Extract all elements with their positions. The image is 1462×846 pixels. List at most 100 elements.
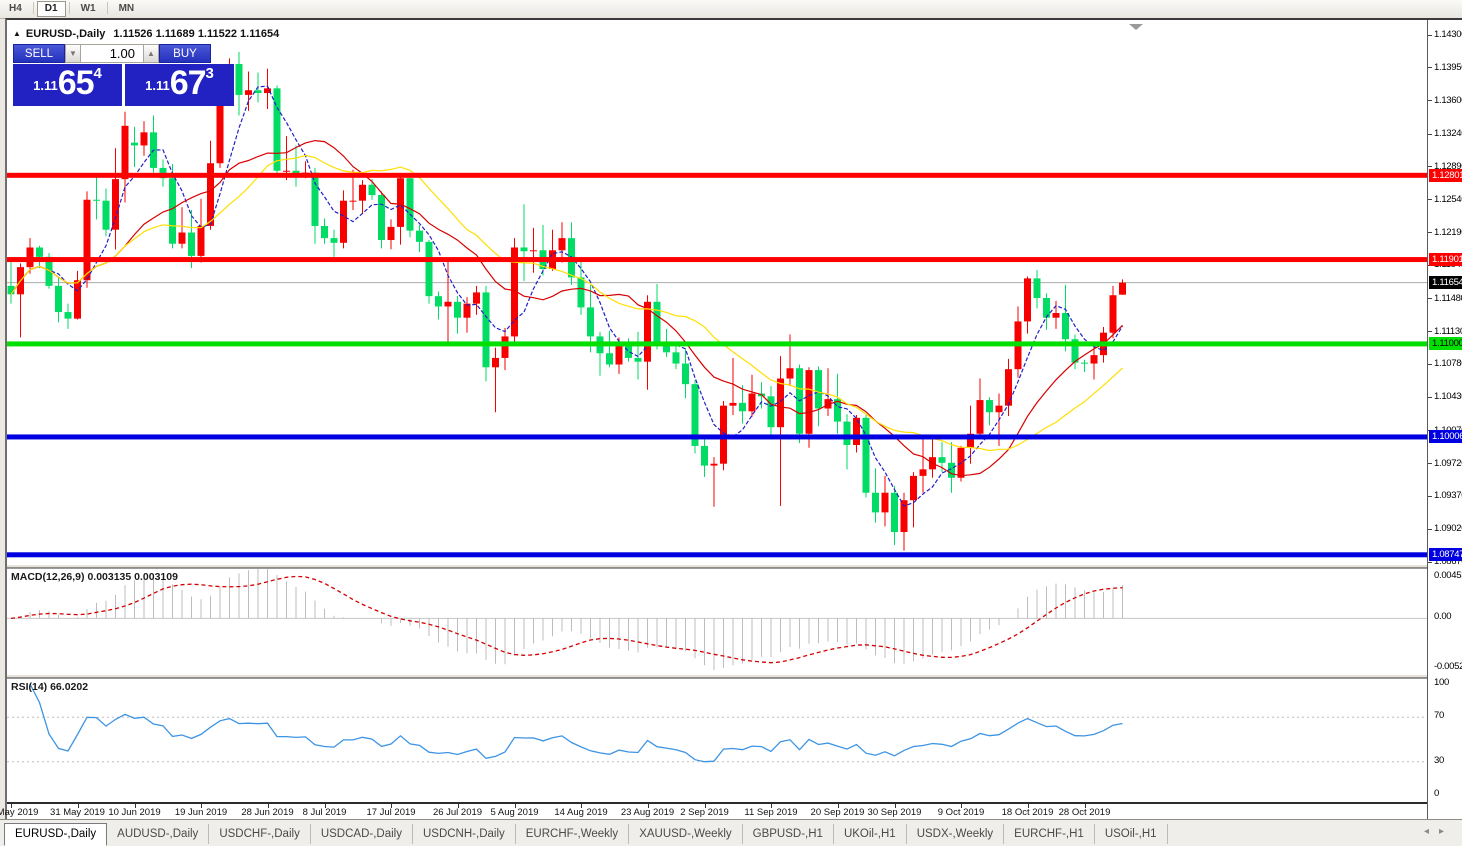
sell-price-sup: 4 [93,65,102,82]
tab-usdx-weekly[interactable]: USDX-,Weekly [907,824,1005,844]
macd-chart-svg[interactable] [7,569,1427,675]
date-tick-mark [11,804,12,808]
date-tick-label: 11 Sep 2019 [744,807,798,818]
level-price-label: 1.08747 [1429,548,1462,562]
macd-signal-line [10,575,1123,664]
tab-usdcnh-daily[interactable]: USDCNH-,Daily [413,824,516,844]
price-tick-mark [1428,463,1432,465]
moving-average-line-5 [10,85,1124,507]
price-tick-label: 1.14300 [1434,29,1462,40]
price-tick-label: 1.13950 [1434,61,1462,73]
rsi-pane[interactable]: RSI(14) 66.0202 [7,678,1427,800]
macd-histogram [20,569,1123,671]
date-tick-mark [514,804,516,808]
macd-axis-label: 0.00 [1434,611,1452,623]
date-tick-label: 19 Jun 2019 [174,807,228,818]
price-tick-label: 1.13600 [1434,94,1462,106]
date-tick-mark [457,804,459,808]
timeframe-button-mn[interactable]: MN [118,3,135,14]
tab-eurusd-daily[interactable]: EURUSD-,Daily [4,823,108,846]
date-tick-mark [961,804,962,808]
date-tick-label: 17 Jul 2019 [366,807,416,818]
date-tick-label: 28 Oct 2019 [1058,807,1111,818]
level-price-label: 1.10006 [1429,430,1462,444]
chart-shift-marker-icon [1129,24,1143,30]
price-tick-mark [1428,495,1432,497]
tab-gbpusd-h1[interactable]: GBPUSD-,H1 [743,824,834,844]
date-tick-label: 20 Sep 2019 [810,807,865,818]
date-tick-mark [894,804,896,808]
buy-price-prefix: 1.11 [145,78,170,93]
price-tick-mark [1428,166,1432,168]
candlestick-chart-svg[interactable] [7,22,1427,564]
moving-average-line-13 [10,139,1123,477]
tab-xauusd-weekly[interactable]: XAUUSD-,Weekly [629,824,743,844]
level-price-label: 1.11000 [1429,337,1462,351]
tab-ukoil-h1[interactable]: UKOil-,H1 [834,824,907,844]
date-tick-label: 8 Jul 2019 [302,807,347,818]
sell-price-prefix: 1.11 [33,78,58,93]
date-tick-mark [134,804,136,808]
buy-price-big: 67 [169,64,207,102]
ohlc-values: 1.11526 1.11689 1.11522 1.11654 [113,28,280,40]
date-tick-mark [704,804,706,808]
chart-title: EURUSD-,Daily [25,28,106,40]
sell-button[interactable]: SELL [13,44,65,63]
macd-axis-label: -0.005205 [1434,661,1462,672]
chart-window: ▲ EURUSD-,Daily 1.11526 1.11689 1.11522 1.… [0,18,1462,821]
horizontal-level-line [7,257,1427,263]
timeframe-button-w1[interactable]: W1 [80,3,96,14]
sell-price-button[interactable]: 1.11654 [13,64,122,106]
price-tick-mark [1428,100,1432,102]
date-tick-mark [201,804,202,808]
tab-audusd-daily[interactable]: AUDUSD-,Daily [107,824,210,844]
price-tick-label: 1.12540 [1434,193,1462,205]
pane-separator[interactable] [7,564,1462,568]
main-chart-pane[interactable]: ▲ EURUSD-,Daily 1.11526 1.11689 1.11522 1.… [7,22,1427,564]
price-tick-mark [1428,363,1432,365]
tab-usdchf-daily[interactable]: USDCHF-,Daily [209,824,311,844]
pane-separator[interactable] [7,674,1462,678]
price-tick-label: 1.12190 [1434,226,1462,238]
tab-eurchf-weekly[interactable]: EURCHF-,Weekly [516,824,630,844]
tabs-scroll-left-icon[interactable]: ◂ [1423,826,1439,837]
tab-eurchf-h1[interactable]: EURCHF-,H1 [1004,824,1095,844]
volume-input[interactable] [81,44,143,63]
current-price-label: 1.11654 [1429,276,1462,290]
price-tick-mark [1428,67,1432,69]
price-tick-mark [1428,561,1432,563]
rsi-axis-label: 100 [1434,677,1449,688]
toolbar-separator [106,2,108,14]
rsi-axis-label: 70 [1434,710,1444,722]
timeframe-button-d1[interactable]: D1 [36,1,66,17]
collapse-triangle-icon[interactable]: ▲ [13,29,21,38]
price-tick-mark [1428,396,1432,398]
timeframe-button-h4[interactable]: H4 [9,3,22,14]
buy-price-button[interactable]: 1.11673 [125,64,234,106]
tab-usoil-h1[interactable]: USOil-,H1 [1095,824,1168,844]
volume-decrease-button[interactable]: ▼ [65,44,81,63]
symbol-tab-bar: EURUSD-,Daily AUDUSD-,Daily USDCHF-,Daily U… [0,819,1462,846]
date-tick-label: 26 Jul 2019 [432,807,483,818]
buy-button[interactable]: BUY [159,44,211,63]
date-tick-label: 18 Oct 2019 [1001,807,1054,818]
rsi-axis-label: 0 [1434,788,1439,799]
tab-usdcad-daily[interactable]: USDCAD-,Daily [311,824,413,844]
price-tick-label: 1.08670 [1434,556,1462,567]
buy-price-sup: 3 [205,65,214,82]
date-tick-mark [771,804,772,808]
price-axis: 1.14300 1.13950 1.13600 1.13240 1.12890 1.125… [1427,20,1462,819]
date-tick-label: 22 May 2019 [0,807,39,818]
rsi-line [29,683,1123,763]
chart-header: ▲ EURUSD-,Daily 1.11526 1.11689 1.11522 1.… [13,28,279,40]
rsi-chart-svg[interactable] [7,679,1427,800]
volume-increase-button[interactable]: ▲ [143,44,159,63]
rsi-label: RSI(14) 66.0202 [11,681,89,693]
horizontal-level-line [7,434,1427,440]
price-tick-label: 1.11130 [1434,325,1462,337]
level-price-label: 1.11901 [1429,253,1462,267]
macd-pane[interactable]: MACD(12,26,9) 0.003135 0.003109 [7,568,1427,675]
horizontal-level-line [7,172,1427,178]
tabs-scroll-right-icon[interactable]: ▸ [1438,826,1454,837]
